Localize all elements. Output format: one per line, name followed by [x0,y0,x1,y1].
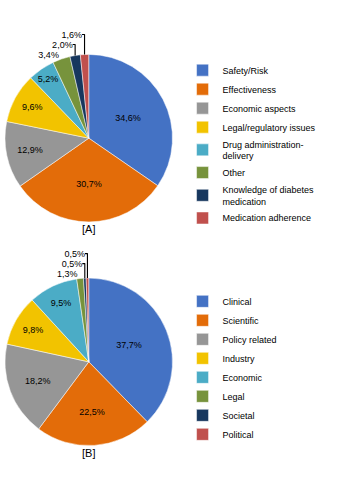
svg-text:37,7%: 37,7% [116,340,142,350]
svg-text:1,6%: 1,6% [62,30,83,40]
svg-text:0,5%: 0,5% [64,249,85,259]
svg-text:Industry: Industry [223,354,256,364]
svg-text:9,6%: 9,6% [22,102,43,112]
svg-text:Legal/regulatory issues: Legal/regulatory issues [223,123,316,133]
svg-text:22,5%: 22,5% [79,407,105,417]
svg-text:1,3%: 1,3% [57,269,78,279]
svg-text:Safety/Risk: Safety/Risk [223,66,269,76]
svg-text:Drug administration-delivery: Drug administration-delivery [223,140,304,162]
svg-text:34,6%: 34,6% [115,113,141,123]
svg-text:Societal: Societal [223,411,255,421]
svg-text:Clinical: Clinical [223,297,252,307]
svg-text:5,2%: 5,2% [38,74,59,84]
svg-text:Economic aspects: Economic aspects [223,104,297,114]
svg-text:[A]: [A] [82,223,95,235]
svg-text:30,7%: 30,7% [76,179,102,189]
svg-text:[B]: [B] [82,447,95,459]
svg-text:9,5%: 9,5% [51,298,72,308]
svg-text:12,9%: 12,9% [17,145,43,155]
svg-text:18,2%: 18,2% [25,376,51,386]
svg-text:9,8%: 9,8% [23,325,44,335]
svg-text:Political: Political [223,430,254,440]
svg-text:Economic: Economic [223,373,263,383]
svg-text:Medication adherence: Medication adherence [223,213,312,223]
svg-text:Policy related: Policy related [223,335,277,345]
svg-text:Knowledge of diabetesmedicatio: Knowledge of diabetesmedication [223,185,315,207]
svg-text:Scientific: Scientific [223,316,260,326]
svg-text:Other: Other [223,168,246,178]
svg-text:2,0%: 2,0% [52,40,73,50]
svg-text:3,4%: 3,4% [38,50,59,60]
svg-text:Legal: Legal [223,392,245,402]
svg-text:Effectiveness: Effectiveness [223,85,277,95]
svg-text:0,5%: 0,5% [62,259,83,269]
